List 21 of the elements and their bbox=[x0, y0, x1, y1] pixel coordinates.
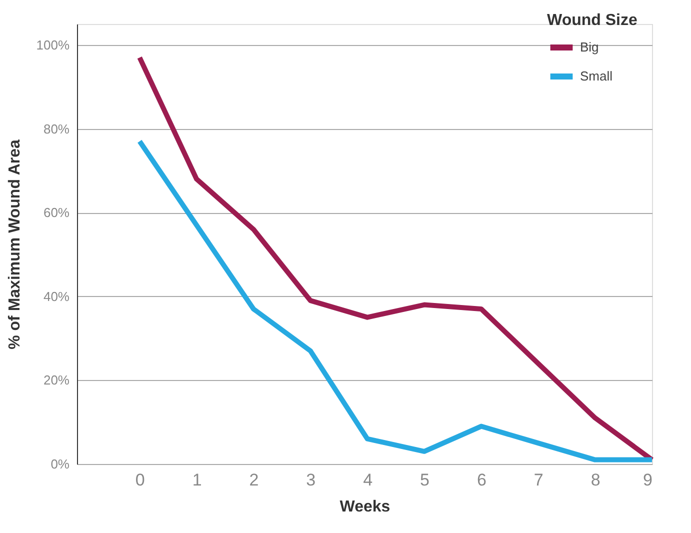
x-tick-label: 2 bbox=[249, 470, 259, 490]
y-tick-label: 40% bbox=[43, 288, 70, 304]
x-tick-label: 6 bbox=[476, 470, 486, 490]
legend-label: Small bbox=[580, 68, 613, 84]
y-tick-label: 60% bbox=[43, 205, 70, 220]
legend-label: Big bbox=[580, 40, 599, 54]
x-tick-label: 1 bbox=[192, 470, 202, 490]
x-tick-label: 5 bbox=[420, 470, 430, 490]
x-tick-label: 8 bbox=[590, 470, 600, 490]
legend-title: Wound Size bbox=[547, 12, 638, 29]
x-tick-label: 9 bbox=[643, 470, 652, 490]
x-tick-label: 4 bbox=[363, 470, 373, 490]
x-tick-label: 7 bbox=[534, 470, 544, 490]
y-tick-label: 80% bbox=[43, 121, 70, 136]
y-tick-label: 0% bbox=[50, 456, 70, 472]
y-axis-title: % of Maximum Wound Area bbox=[6, 140, 24, 350]
y-tick-label: 20% bbox=[43, 372, 70, 388]
x-axis-title: Weeks bbox=[340, 498, 390, 516]
x-tick-label: 3 bbox=[306, 470, 316, 490]
y-tick-label: 100% bbox=[36, 37, 70, 52]
x-tick-label: 0 bbox=[135, 470, 145, 490]
